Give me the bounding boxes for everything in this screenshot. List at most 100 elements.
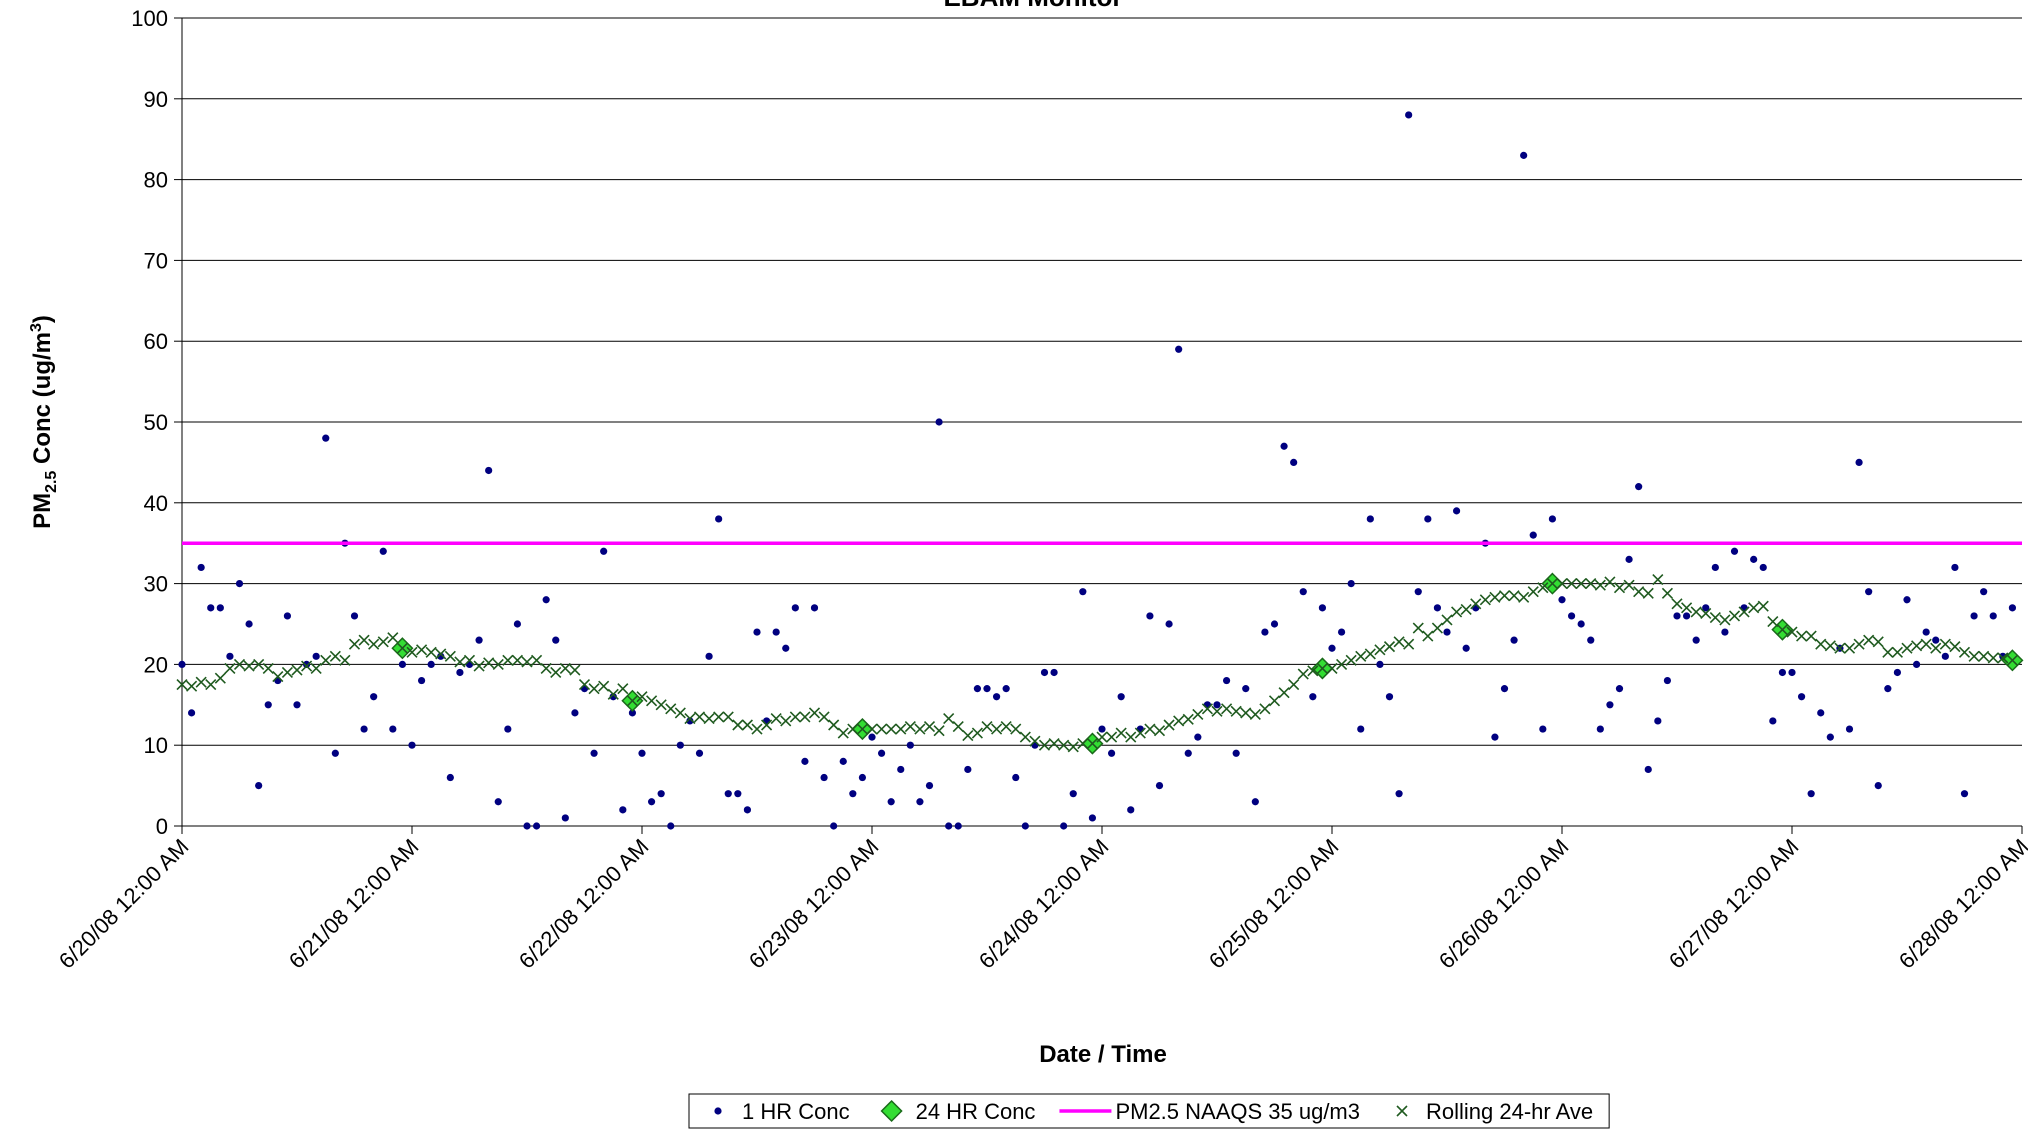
data-point [1663,676,1672,685]
data-point [446,773,454,782]
data-point [1587,636,1595,644]
legend-swatch [1396,1105,1408,1117]
data-point [868,733,876,741]
data-point [1941,652,1949,660]
data-point [1853,638,1865,650]
data-point [715,515,723,523]
data-point [502,654,514,666]
data-point [494,798,502,806]
data-point [923,721,936,733]
data-point [1268,695,1281,707]
data-point [1184,749,1192,757]
data-point [1987,652,1999,664]
data-point [818,711,830,723]
data-point [195,676,207,688]
data-point [1903,596,1911,604]
data-point [1702,604,1710,612]
data-point [1240,707,1252,719]
data-point [1127,806,1135,814]
data-point [245,620,253,628]
data-point [1508,590,1520,602]
data-point [1671,598,1683,610]
data-point [1307,665,1319,677]
data-point [1383,641,1396,653]
data-point [1345,654,1357,666]
data-point [559,662,571,675]
data-point [1978,650,1990,662]
data-point [1759,563,1767,572]
data-point [1479,594,1491,606]
data-point [1845,725,1854,733]
data-point [906,741,914,749]
data-point [1500,685,1509,693]
data-point [1221,703,1233,715]
data-point [876,723,888,735]
data-point [416,644,428,656]
data-point [1872,636,1884,648]
data-point [1038,739,1051,751]
data-point [1086,738,1098,750]
data-point [684,712,696,725]
data-point [1230,705,1242,717]
data-point [578,679,591,691]
data-point [962,729,974,742]
data-point [1537,582,1549,594]
data-point [1575,578,1587,590]
data-point [1970,612,1978,620]
data-point [1395,790,1403,798]
data-point [991,723,1003,735]
data-point [504,725,512,733]
data-point [713,711,725,723]
data-point [1709,611,1721,624]
data-point [801,757,809,765]
data-point [1700,607,1712,620]
data-point [377,636,389,648]
data-point [1558,596,1566,604]
data-point [571,709,579,717]
data-point [1470,598,1482,610]
data-point [858,773,867,782]
data-point [350,612,359,620]
data-point [1824,640,1836,652]
data-point [1213,701,1221,709]
x-tick-label: 6/26/08 12:00 AM [1434,834,1574,974]
data-point [808,707,821,719]
data-point [895,723,907,735]
data-point [552,636,560,644]
data-point [214,672,226,684]
data-point [935,418,943,426]
data-point [628,709,637,717]
data-point [1834,642,1846,654]
data-point [1817,709,1825,717]
data-point [1884,685,1892,693]
y-tick-label: 100 [131,6,168,31]
data-point [1201,703,1213,715]
data-point [1891,646,1903,658]
data-point [1165,620,1173,628]
data-point [983,685,991,693]
legend-swatch [880,1099,903,1123]
data-point [473,660,485,672]
data-point [1566,578,1578,590]
data-point [705,652,713,660]
y-axis-title-part: 3 [28,323,45,332]
data-point [1309,693,1317,701]
data-point [1002,685,1010,693]
data-point [1443,628,1451,636]
data-point [1613,582,1626,594]
data-point [1374,644,1386,656]
data-point [1510,636,1518,644]
data-point [1911,640,1923,652]
data-point [925,782,934,790]
data-point [1939,638,1951,650]
data-point [1633,586,1645,598]
data-point [1194,733,1202,741]
data-point [588,683,600,695]
data-point [887,798,895,806]
data-point [417,676,426,685]
data-point [1546,578,1558,590]
data-point [408,741,416,749]
data-point [1077,738,1089,750]
data-point [1155,782,1164,790]
data-point [772,628,780,636]
